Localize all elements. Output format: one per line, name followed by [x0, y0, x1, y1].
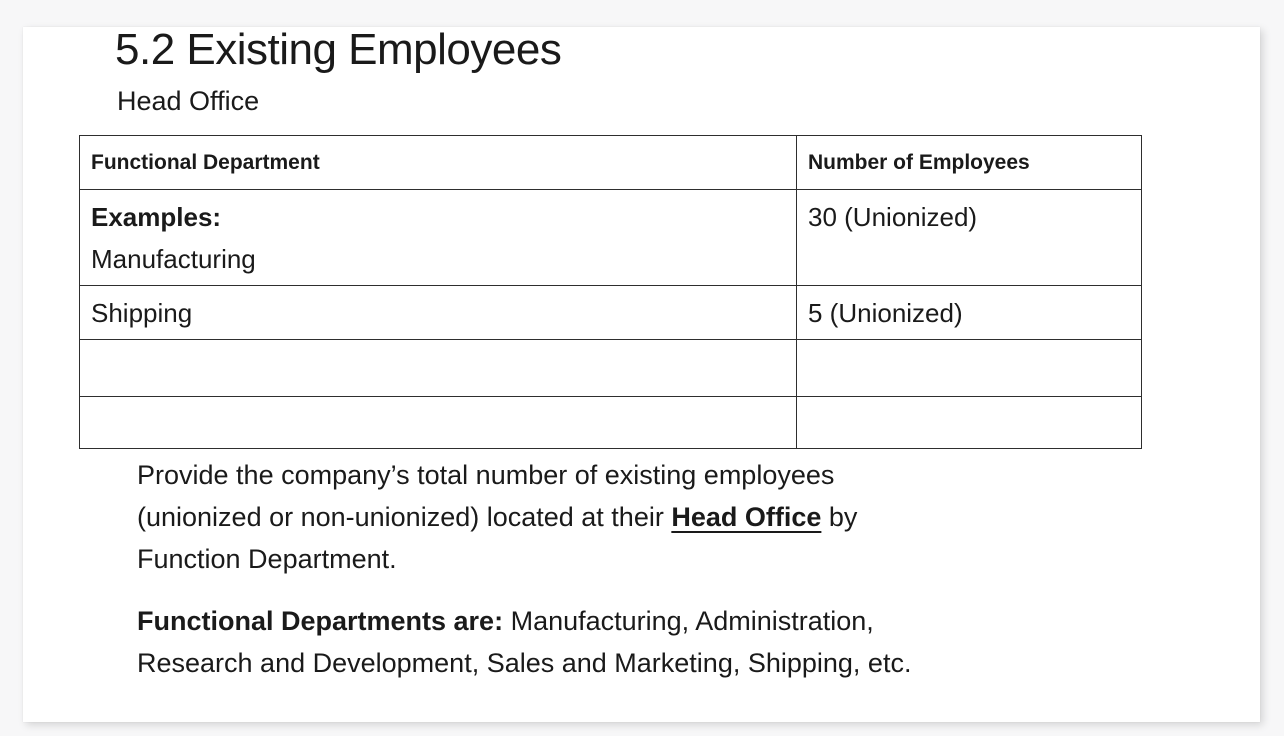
cell-department: Examples: Manufacturing: [79, 189, 797, 286]
cell-employees: [796, 339, 1142, 397]
cell-employees: [796, 396, 1142, 449]
table-row-examples-manufacturing: Examples: Manufacturing 30 (Unionized): [79, 189, 1142, 286]
section-title: 5.2 Existing Employees: [115, 25, 562, 74]
document-page: 5.2 Existing Employees Head Office Funct…: [23, 25, 1260, 722]
cell-department: [79, 396, 797, 449]
paragraph-line: Provide the company’s total number of ex…: [137, 460, 835, 490]
cell-manufacturing-label: Manufacturing: [91, 244, 256, 274]
paragraph-line: Research and Development, Sales and Mark…: [137, 648, 912, 678]
paragraph-line: Functional Departments are: Manufacturin…: [137, 600, 911, 642]
cell-employees: 30 (Unionized): [796, 189, 1142, 286]
header-number-of-employees: Number of Employees: [796, 135, 1142, 190]
paragraph-text: Manufacturing, Administration,: [503, 606, 874, 636]
paragraph-text: by: [821, 502, 858, 532]
functional-departments-lead: Functional Departments are:: [137, 606, 504, 636]
instruction-paragraph: Provide the company’s total number of ex…: [137, 454, 857, 580]
header-functional-department: Functional Department: [79, 135, 797, 190]
cell-department: [79, 339, 797, 397]
cell-examples-label: Examples:: [91, 202, 222, 232]
paragraph-text: (unionized or non-unionized) located at …: [137, 502, 672, 532]
paragraph-line: (unionized or non-unionized) located at …: [137, 496, 857, 538]
table-header-row: Functional Department Number of Employee…: [79, 135, 1142, 190]
paragraph-line: Function Department.: [137, 544, 397, 574]
section-subtitle: Head Office: [117, 86, 260, 116]
cell-employees: 5 (Unionized): [796, 285, 1142, 340]
table-row-empty: [79, 339, 1142, 397]
employees-table: Functional Department Number of Employee…: [79, 135, 1142, 449]
table-row-empty: [79, 396, 1142, 449]
table-row-shipping: Shipping 5 (Unionized): [79, 285, 1142, 340]
departments-list-paragraph: Functional Departments are: Manufacturin…: [137, 600, 911, 684]
head-office-emphasis: Head Office: [671, 502, 822, 532]
cell-department: Shipping: [79, 285, 797, 340]
